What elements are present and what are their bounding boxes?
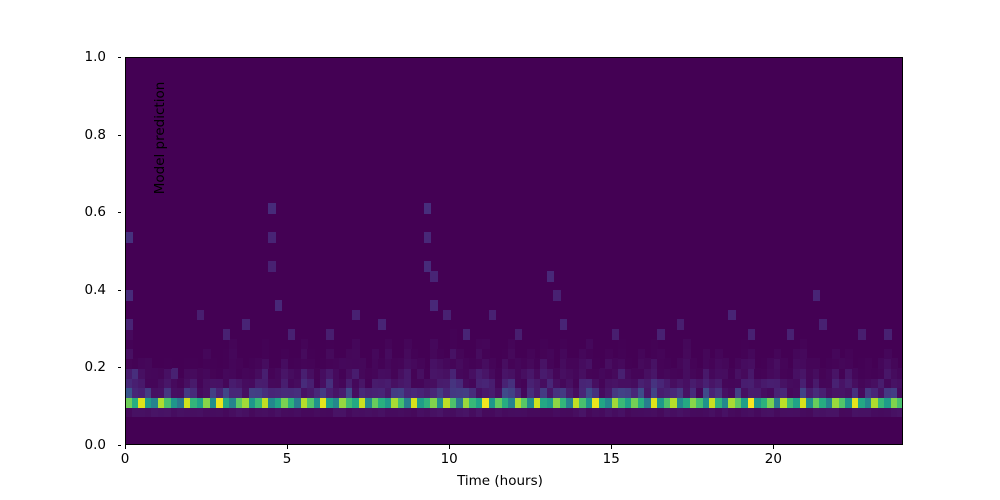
- x-tick-label: 0: [120, 451, 130, 467]
- y-tick-mark: [117, 134, 121, 136]
- y-tick-label: 0.4: [84, 281, 106, 298]
- y-tick-mark: [117, 367, 121, 369]
- x-tick-label: 15: [602, 451, 620, 467]
- y-tick-label: 0.6: [84, 204, 106, 221]
- y-tick-mark: [117, 445, 121, 446]
- y-tick-mark: [117, 212, 121, 214]
- y-axis-label-container: Model prediction: [60, 57, 168, 445]
- heatmap-plot-area[interactable]: [125, 57, 903, 445]
- x-tick-mark: [125, 445, 126, 449]
- x-axis-label: Time (hours): [457, 473, 543, 489]
- y-axis-ticks: 0.0 0.2 0.4 0.6 0.8 1.0: [53, 0, 121, 500]
- x-tick-mark: [449, 445, 451, 449]
- y-tick-mark: [117, 57, 121, 58]
- heatmap-image: [126, 58, 902, 444]
- x-tick-label: 5: [282, 451, 292, 467]
- x-tick-mark: [287, 445, 289, 449]
- y-tick-mark: [117, 289, 121, 291]
- y-tick-label: 0.2: [84, 359, 106, 376]
- y-tick-label: 0.8: [84, 126, 106, 143]
- x-tick-mark: [611, 445, 613, 449]
- x-tick-label: 20: [764, 451, 782, 467]
- x-tick-mark: [773, 445, 775, 449]
- y-tick-label: 0.0: [84, 437, 106, 453]
- y-axis-label: Model prediction: [152, 81, 168, 195]
- x-tick-label: 10: [440, 451, 458, 467]
- y-tick-label: 1.0: [84, 49, 106, 65]
